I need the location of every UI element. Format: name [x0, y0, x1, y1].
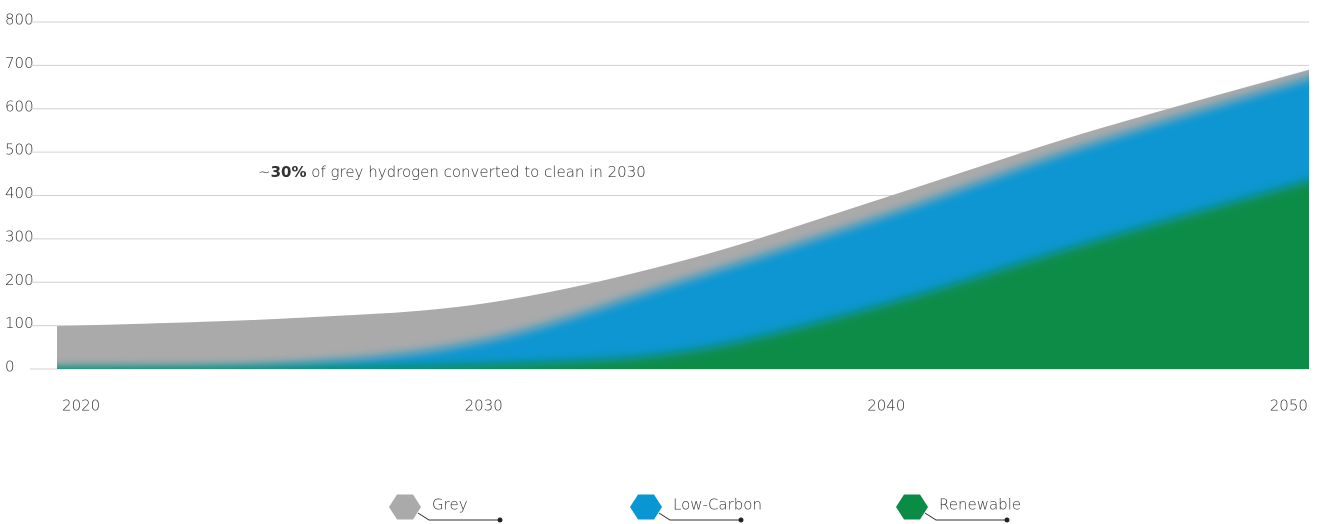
y-tick-label: 0: [5, 358, 15, 376]
y-tick-label: 700: [5, 54, 34, 72]
legend-leader: [658, 512, 741, 521]
annotation: ~30% of grey hydrogen converted to clean…: [258, 163, 646, 181]
x-tick-label: 2020: [62, 397, 100, 415]
legend-dot: [738, 517, 744, 523]
legend-swatch: [896, 494, 928, 520]
legend-label: Grey: [432, 496, 468, 514]
annotation-text: of grey hydrogen converted to clean in 2…: [311, 163, 646, 181]
legend-swatch: [389, 494, 421, 520]
y-tick-label: 600: [5, 97, 34, 115]
area-edge: [57, 69, 1309, 328]
y-tick-label: 400: [5, 184, 34, 202]
area: [57, 180, 1309, 369]
x-tick-label: 2040: [867, 397, 905, 415]
legend-label: Low-Carbon: [673, 496, 762, 514]
legend-leader: [924, 512, 1007, 521]
legend-leader: [417, 512, 500, 521]
legend-dot: [1004, 517, 1010, 523]
y-tick-label: 300: [5, 227, 34, 245]
y-tick-label: 200: [5, 271, 34, 289]
x-tick-label: 2050: [1270, 397, 1308, 415]
legend-swatch: [630, 494, 662, 520]
y-tick-label: 500: [5, 141, 34, 159]
y-tick-label: 100: [5, 314, 34, 332]
y-tick-label: 800: [5, 11, 34, 29]
annotation-emphasis: 30%: [271, 163, 307, 181]
legend-label: Renewable: [939, 496, 1021, 514]
legend-dot: [497, 517, 503, 523]
x-tick-label: 2030: [465, 397, 503, 415]
annotation-prefix: ~: [258, 163, 271, 181]
